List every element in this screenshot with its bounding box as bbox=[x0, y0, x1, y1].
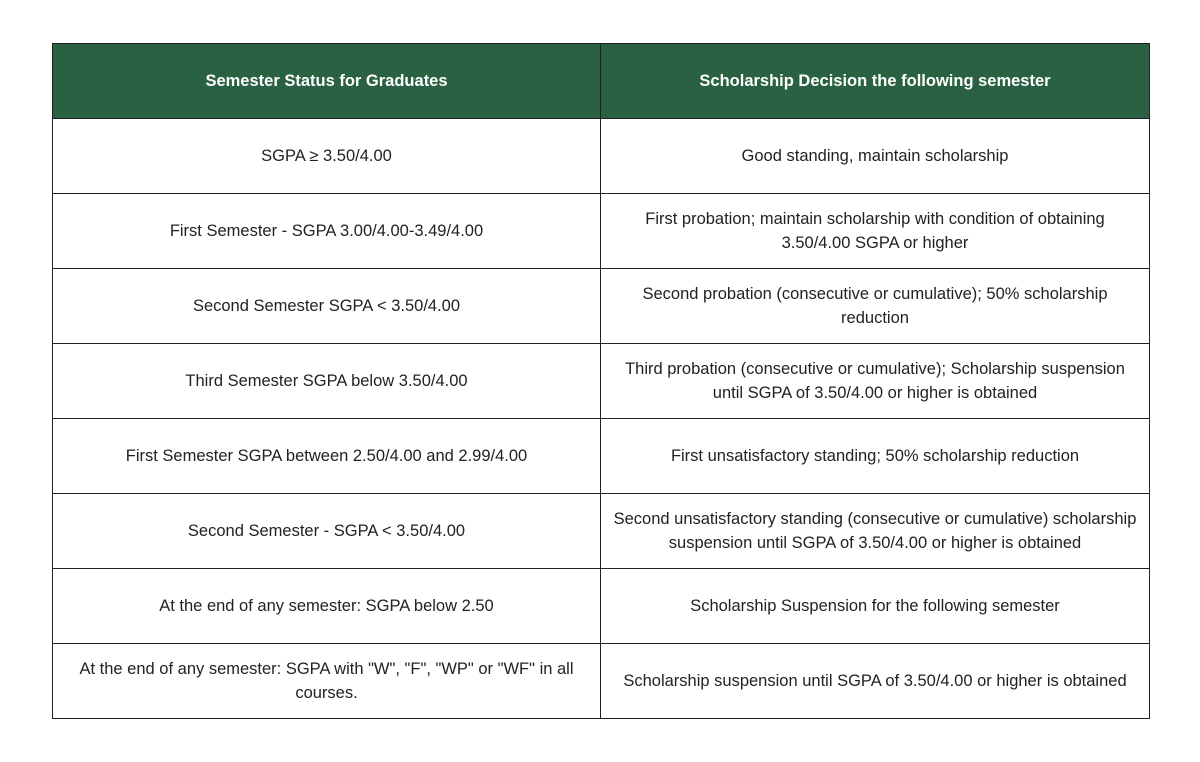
decision-cell: Second unsatisfactory standing (consecut… bbox=[600, 493, 1150, 569]
table-body: SGPA ≥ 3.50/4.00 Good standing, maintain … bbox=[52, 118, 1150, 719]
scholarship-table: Semester Status for Graduates Scholarshi… bbox=[52, 43, 1150, 719]
status-cell: First Semester SGPA between 2.50/4.00 an… bbox=[52, 418, 601, 494]
table-row: Third Semester SGPA below 3.50/4.00 Third… bbox=[52, 343, 1150, 419]
status-cell: SGPA ≥ 3.50/4.00 bbox=[52, 118, 601, 194]
header-cell: Semester Status for Graduates bbox=[52, 43, 601, 119]
decision-cell: First unsatisfactory standing; 50% schol… bbox=[600, 418, 1150, 494]
decision-cell: Third probation (consecutive or cumulati… bbox=[600, 343, 1150, 419]
status-cell: At the end of any semester: SGPA below 2… bbox=[52, 568, 601, 644]
table-row: Second Semester - SGPA < 3.50/4.00 Second… bbox=[52, 493, 1150, 569]
status-cell: Second Semester SGPA < 3.50/4.00 bbox=[52, 268, 601, 344]
decision-cell: First probation; maintain scholarship wi… bbox=[600, 193, 1150, 269]
status-cell: At the end of any semester: SGPA with "W… bbox=[52, 643, 601, 719]
table-row: At the end of any semester: SGPA with "W… bbox=[52, 643, 1150, 719]
status-cell: First Semester - SGPA 3.00/4.00-3.49/4.0… bbox=[52, 193, 601, 269]
table-row: Second Semester SGPA < 3.50/4.00 Second p… bbox=[52, 268, 1150, 344]
table-row: First Semester SGPA between 2.50/4.00 an… bbox=[52, 418, 1150, 494]
header-cell: Scholarship Decision the following semes… bbox=[600, 43, 1150, 119]
decision-cell: Good standing, maintain scholarship bbox=[600, 118, 1150, 194]
status-cell: Second Semester - SGPA < 3.50/4.00 bbox=[52, 493, 601, 569]
decision-cell: Scholarship suspension until SGPA of 3.5… bbox=[600, 643, 1150, 719]
table-row: At the end of any semester: SGPA below 2… bbox=[52, 568, 1150, 644]
table-row: SGPA ≥ 3.50/4.00 Good standing, maintain … bbox=[52, 118, 1150, 194]
decision-cell: Scholarship Suspension for the following… bbox=[600, 568, 1150, 644]
table-row: First Semester - SGPA 3.00/4.00-3.49/4.0… bbox=[52, 193, 1150, 269]
table-header: Semester Status for Graduates Scholarshi… bbox=[52, 43, 1150, 119]
header-row: Semester Status for Graduates Scholarshi… bbox=[52, 43, 1150, 119]
decision-cell: Second probation (consecutive or cumulat… bbox=[600, 268, 1150, 344]
status-cell: Third Semester SGPA below 3.50/4.00 bbox=[52, 343, 601, 419]
